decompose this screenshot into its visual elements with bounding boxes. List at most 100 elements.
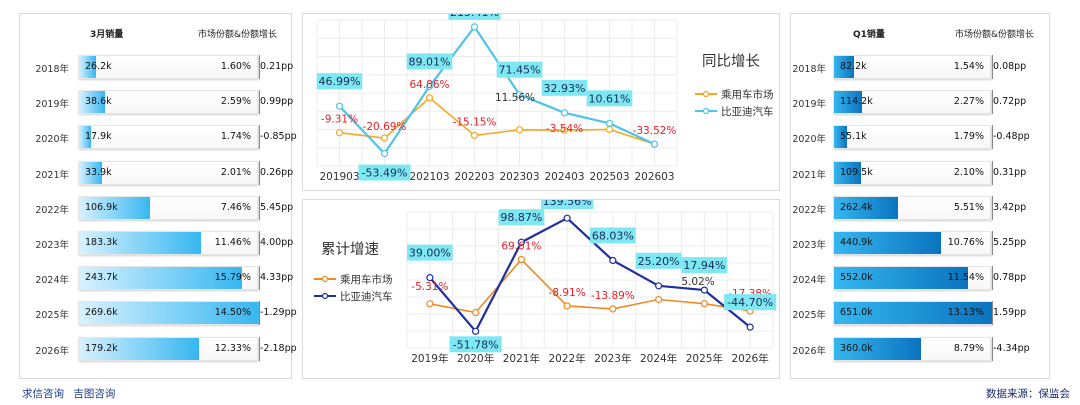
sales-bar: [834, 126, 848, 149]
data-label: 139.56%: [543, 200, 592, 208]
sales-bar-row: 360.0k 8.79%: [833, 336, 991, 361]
sales-value: 38.6k: [85, 96, 112, 108]
data-label-box: [681, 257, 728, 274]
share-divider: [992, 125, 993, 150]
share-growth: 4.33pp: [260, 272, 294, 284]
x-tick-label: 202103: [409, 171, 449, 183]
data-label: 5.02%: [681, 276, 714, 288]
market-share: 10.76%: [947, 237, 984, 248]
sales-bar-row: 114.2k 2.27%: [833, 90, 991, 115]
footer-link-qiuxin[interactable]: 求信咨询: [22, 388, 64, 400]
sales-value: 262.4k: [840, 201, 873, 213]
sales-bar-row: 82.2k 1.54%: [833, 55, 991, 79]
data-label-box: [449, 336, 502, 353]
data-point: [700, 300, 708, 308]
chart-title: 同比增长: [702, 53, 760, 70]
share-divider: [992, 160, 993, 185]
share-divider: [992, 301, 993, 326]
sales-value: 440.9k: [840, 237, 873, 248]
data-point: [470, 131, 479, 140]
legend-marker: [321, 275, 329, 283]
legend-marker: [321, 292, 329, 300]
data-label-box: [541, 200, 594, 210]
share-growth: 0.72pp: [993, 96, 1027, 108]
sales-value: 114.2k: [840, 96, 873, 108]
data-point: [563, 302, 571, 310]
x-tick-label: 2022年: [549, 352, 586, 365]
sales-bar: [834, 161, 861, 184]
market-share: 2.01%: [220, 166, 251, 178]
footer-link-jitu[interactable]: 吉图咨询: [73, 388, 116, 400]
right-table-share-header: 市场份额&份额增长: [955, 30, 1035, 40]
sales-value: 651.0k: [840, 307, 873, 319]
year-label: 2026年: [792, 345, 826, 357]
share-growth: -0.48pp: [993, 131, 1030, 143]
share-divider: [992, 55, 993, 79]
data-point: [425, 82, 434, 91]
data-label: 39.00%: [409, 247, 451, 260]
x-tick-label: 2026年: [732, 352, 769, 365]
data-label: -15.15%: [453, 116, 497, 128]
year-label: 2019年: [792, 99, 826, 111]
market-share: 12.33%: [214, 342, 251, 354]
data-point: [425, 94, 434, 102]
data-point: [605, 125, 614, 134]
share-divider: [259, 160, 260, 185]
data-point: [515, 126, 524, 134]
year-label: 2018年: [792, 64, 826, 75]
data-label-box: [496, 61, 543, 78]
year-label: 2021年: [35, 169, 69, 181]
sales-bar: [79, 126, 91, 149]
data-point: [426, 300, 434, 308]
legend-label: 乘用车市场: [721, 88, 774, 101]
share-divider: [259, 336, 260, 361]
market-share: 2.59%: [220, 96, 251, 108]
share-divider: [992, 266, 993, 291]
data-point: [515, 91, 524, 99]
data-label: 71.45%: [499, 64, 541, 77]
data-label: -5.31%: [411, 281, 448, 293]
data-point: [609, 256, 617, 265]
share-growth: -0.85pp: [260, 131, 297, 143]
data-point: [335, 129, 344, 137]
sales-bar-row: 38.6k 2.59%: [78, 90, 258, 115]
sales-bar-row: 440.9k 10.76%: [833, 231, 991, 255]
x-tick-label: 202503: [589, 171, 629, 183]
share-growth: -2.18pp: [260, 342, 297, 354]
footer-links: 求信咨询 吉图咨询: [22, 386, 115, 401]
series-line: [339, 96, 655, 145]
data-label-box: [590, 227, 636, 244]
share-divider: [259, 266, 260, 291]
sales-bar: [834, 196, 898, 219]
data-point: [746, 323, 754, 331]
market-share: 1.74%: [220, 131, 251, 143]
legend-label: 比亚迪汽车: [721, 105, 774, 118]
sales-value: 55.1k: [840, 131, 867, 143]
year-label: 2022年: [35, 204, 69, 216]
data-source: 数据来源：保监会: [986, 388, 1070, 400]
data-label-box: [316, 73, 363, 90]
data-point: [517, 255, 525, 264]
year-label: 2023年: [792, 240, 826, 251]
year-label: 2018年: [35, 64, 69, 75]
data-point: [472, 308, 480, 317]
share-divider: [259, 231, 260, 255]
share-divider: [259, 301, 260, 326]
sales-value: 33.9k: [85, 166, 112, 178]
data-label-box: [407, 244, 453, 261]
data-label-box: [448, 14, 501, 20]
data-label: -51.78%: [453, 338, 499, 351]
sales-bar: [79, 302, 259, 325]
left-table-title: 3月销量: [90, 30, 124, 40]
x-tick-label: 2021年: [503, 352, 540, 365]
data-point: [655, 295, 663, 304]
data-label: 98.87%: [500, 211, 542, 224]
chart-title: 累计增速: [321, 241, 379, 258]
share-growth: 5.25pp: [993, 237, 1027, 248]
share-growth: 0.99pp: [260, 96, 294, 108]
data-label: -9.31%: [321, 114, 358, 126]
sales-value: 26.2k: [85, 61, 112, 72]
data-label: -53.49%: [362, 167, 408, 180]
right-table-title: Q1销量: [853, 30, 885, 40]
data-label: 17.94%: [683, 259, 725, 272]
